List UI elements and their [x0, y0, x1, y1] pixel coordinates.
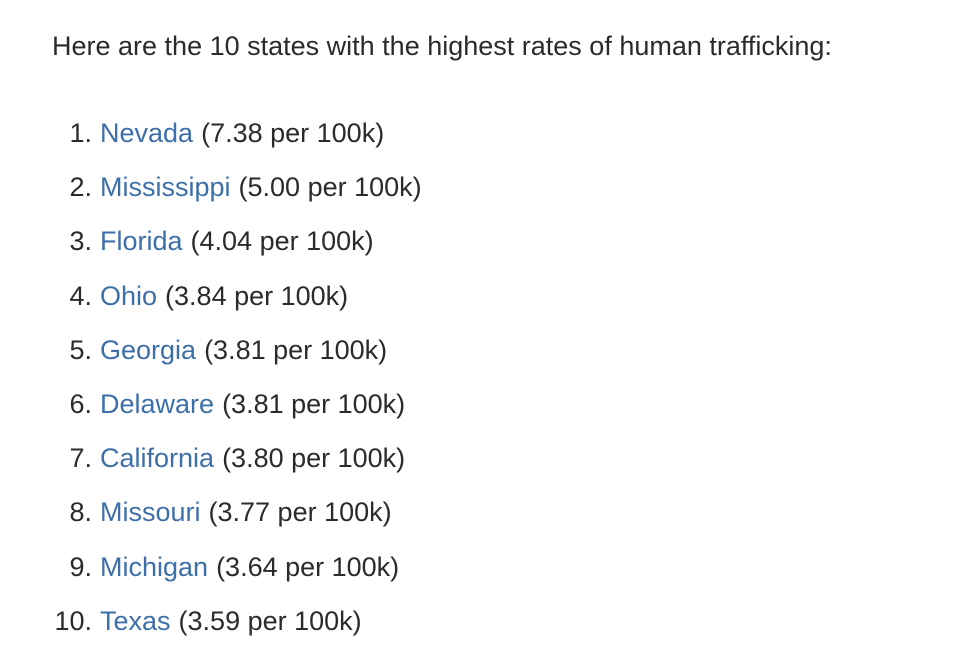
list-item: 10. Texas (3.59 per 100k) — [0, 599, 422, 653]
list-item: 8. Missouri (3.77 per 100k) — [0, 490, 422, 544]
rate-text: (3.80 per 100k) — [222, 443, 406, 474]
rate-text: (5.00 per 100k) — [238, 172, 422, 203]
list-item: 9. Michigan (3.64 per 100k) — [0, 545, 422, 599]
list-item: 6. Delaware (3.81 per 100k) — [0, 382, 422, 436]
rate-text: (7.38 per 100k) — [201, 118, 385, 148]
rate-text: (3.81 per 100k) — [204, 334, 388, 365]
list-item: 5. Georgia (3.81 per 100k) — [0, 328, 422, 382]
ranked-states-list: 1. Nevada (7.38 per 100k) 2. Mississippi… — [0, 111, 422, 653]
list-item: 2. Mississippi (5.00 per 100k) — [0, 165, 422, 219]
rank-number: 10. — [54, 605, 92, 636]
rank-number: 1. — [69, 118, 92, 148]
state-link-florida[interactable]: Florida — [100, 226, 183, 257]
list-item: 4. Ohio (3.84 per 100k) — [0, 274, 422, 328]
state-link-michigan[interactable]: Michigan — [100, 551, 209, 582]
rate-text: (3.64 per 100k) — [216, 551, 400, 582]
state-link-mississippi[interactable]: Mississippi — [100, 172, 231, 203]
rank-number: 2. — [69, 172, 92, 203]
rate-text: (3.77 per 100k) — [208, 497, 392, 528]
rank-number: 8. — [69, 497, 92, 528]
state-link-delaware[interactable]: Delaware — [100, 388, 215, 419]
rate-text: (3.81 per 100k) — [222, 388, 406, 419]
rank-number: 5. — [69, 334, 92, 365]
state-link-missouri[interactable]: Missouri — [100, 497, 201, 528]
state-link-ohio[interactable]: Ohio — [100, 280, 158, 311]
rate-text: (3.84 per 100k) — [165, 280, 349, 311]
state-link-california[interactable]: California — [100, 443, 215, 474]
rank-number: 4. — [69, 280, 92, 311]
state-link-nevada[interactable]: Nevada — [100, 118, 194, 148]
rank-number: 3. — [69, 226, 92, 257]
state-link-georgia[interactable]: Georgia — [100, 334, 197, 365]
rank-number: 9. — [69, 551, 92, 582]
list-item: 1. Nevada (7.38 per 100k) — [0, 111, 422, 165]
rank-number: 7. — [69, 443, 92, 474]
rank-number: 6. — [69, 388, 92, 419]
state-link-texas[interactable]: Texas — [100, 605, 171, 636]
intro-text: Here are the 10 states with the highest … — [52, 31, 832, 61]
rate-text: (3.59 per 100k) — [178, 605, 362, 636]
rate-text: (4.04 per 100k) — [190, 226, 374, 257]
list-item: 3. Florida (4.04 per 100k) — [0, 219, 422, 273]
list-item: 7. California (3.80 per 100k) — [0, 436, 422, 490]
